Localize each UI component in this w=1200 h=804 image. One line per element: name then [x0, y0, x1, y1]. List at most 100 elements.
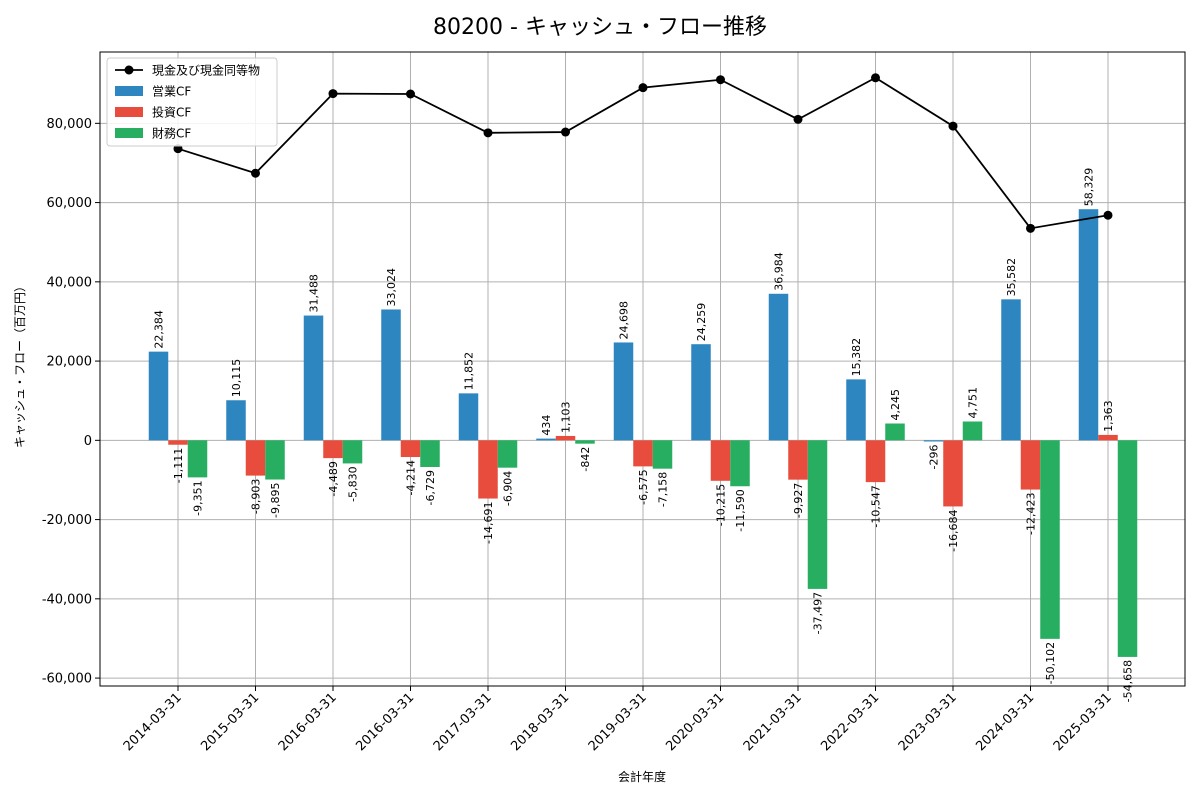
bar-財務CF [962, 421, 983, 441]
bar-value-label: 4,751 [967, 387, 980, 419]
bar-value-label: 1,103 [560, 401, 573, 433]
bar-value-label: -8,903 [250, 479, 263, 514]
bar-value-label: -1,111 [172, 448, 185, 483]
bar-投資CF [710, 440, 731, 481]
bar-投資CF [943, 440, 963, 507]
bar-value-label: -11,590 [734, 489, 747, 531]
bar-value-label: -10,547 [870, 485, 883, 527]
legend-bar-swatch [115, 86, 143, 96]
bar-value-label: 22,384 [153, 310, 166, 349]
x-tick-label: 2019-03-31 [586, 690, 650, 754]
cash-line-point [251, 168, 260, 178]
y-tick-label: 80,000 [47, 117, 93, 132]
legend-bar-swatch [115, 128, 143, 138]
bar-value-label: 35,582 [1005, 258, 1018, 297]
grid-lines [100, 52, 1185, 686]
bar-営業CF [458, 393, 479, 441]
cash-line-point [871, 73, 880, 83]
cash-line-point [1103, 210, 1113, 220]
bar-value-label: -9,927 [792, 483, 805, 518]
bar-value-label: -842 [579, 447, 592, 472]
bar-value-label: -10,215 [715, 484, 728, 526]
bar-投資CF [1098, 434, 1118, 441]
x-tick-label: 2014-03-31 [121, 690, 185, 754]
bar-value-label: -6,729 [424, 470, 437, 505]
bar-財務CF [730, 440, 750, 487]
bar-value-label: 24,259 [695, 303, 708, 342]
bar-value-label: -4,489 [327, 461, 340, 496]
bar-投資CF [865, 440, 886, 483]
bar-value-label: 58,329 [1083, 168, 1096, 207]
x-tick-label: 2015-03-31 [198, 690, 262, 754]
x-tick-label: 2022-03-31 [818, 690, 882, 754]
bar-投資CF [788, 440, 808, 480]
bar-財務CF [652, 440, 673, 469]
bar-営業CF [148, 351, 169, 441]
bar-value-label: -4,214 [405, 460, 418, 495]
y-tick-label: -40,000 [42, 592, 92, 607]
bar-value-label: -50,102 [1044, 642, 1057, 684]
y-axis-label: キャッシュ・フロー（百万円） [13, 280, 27, 448]
x-tick-label: 2018-03-31 [508, 690, 572, 754]
x-tick-label: 2017-03-31 [431, 690, 495, 754]
bar-value-label: -9,895 [269, 483, 282, 518]
bars [148, 209, 1138, 657]
bar-財務CF [265, 440, 285, 480]
bar-value-label: -37,497 [812, 592, 825, 634]
legend-bar-swatch [115, 107, 143, 117]
bar-value-label: 1,363 [1102, 400, 1115, 432]
bar-財務CF [807, 440, 828, 589]
bar-財務CF [187, 440, 208, 478]
bar-value-label: 15,382 [850, 338, 863, 377]
bar-営業CF [381, 309, 401, 441]
bar-value-label: 33,024 [385, 268, 398, 307]
legend-label: 現金及び現金同等物 [152, 63, 260, 78]
cash-line-point [638, 83, 648, 93]
bar-営業CF [846, 379, 866, 441]
bar-財務CF [1040, 440, 1060, 639]
bar-value-labels: 22,384 10,115 31,488 33,024 11,852 434 24,698 2… [153, 168, 1135, 703]
x-tick-label: 2020-03-31 [663, 690, 727, 754]
bar-value-label: 11,852 [463, 352, 476, 391]
legend-box [106, 57, 278, 147]
bar-value-label: -12,423 [1025, 493, 1038, 535]
bar-value-label: -6,575 [637, 469, 650, 504]
bar-value-label: 434 [540, 415, 553, 436]
cash-line-point [716, 75, 725, 85]
bar-営業CF [768, 293, 789, 441]
cash-line-point [328, 89, 338, 99]
cash-line-point [483, 128, 493, 138]
bar-営業CF [691, 344, 711, 441]
bar-value-label: -5,830 [347, 466, 360, 501]
legend-label: 投資CF [152, 105, 191, 120]
bar-財務CF [885, 423, 905, 441]
legend-marker [124, 65, 134, 75]
bar-営業CF [536, 438, 556, 441]
bar-投資CF [245, 440, 266, 476]
legend-label: 営業CF [152, 85, 191, 99]
bar-投資CF [323, 440, 343, 459]
bar-営業CF [923, 440, 944, 442]
bar-value-label: -54,658 [1122, 660, 1135, 702]
bar-value-label: 4,245 [889, 389, 902, 421]
x-tick-label: 2016-03-31 [276, 690, 340, 754]
bar-財務CF [575, 440, 595, 444]
x-tick-label: 2023-03-31 [896, 690, 960, 754]
bar-value-label: 10,115 [230, 359, 243, 398]
bar-財務CF [1117, 440, 1138, 657]
bar-投資CF [400, 440, 421, 458]
cash-line-point [948, 121, 958, 131]
bar-value-label: 24,698 [618, 301, 631, 340]
y-tick-label: 40,000 [47, 275, 93, 290]
bar-value-label: -296 [928, 444, 941, 469]
x-tick-label: 2016-03-31 [353, 690, 417, 754]
x-axis-label: 会計年度 [618, 769, 666, 784]
bar-value-label: -16,684 [947, 509, 960, 551]
bar-営業CF [613, 342, 634, 441]
bar-value-label: 36,984 [773, 252, 786, 291]
bar-投資CF [168, 440, 188, 445]
y-tick-label: 20,000 [47, 355, 93, 370]
